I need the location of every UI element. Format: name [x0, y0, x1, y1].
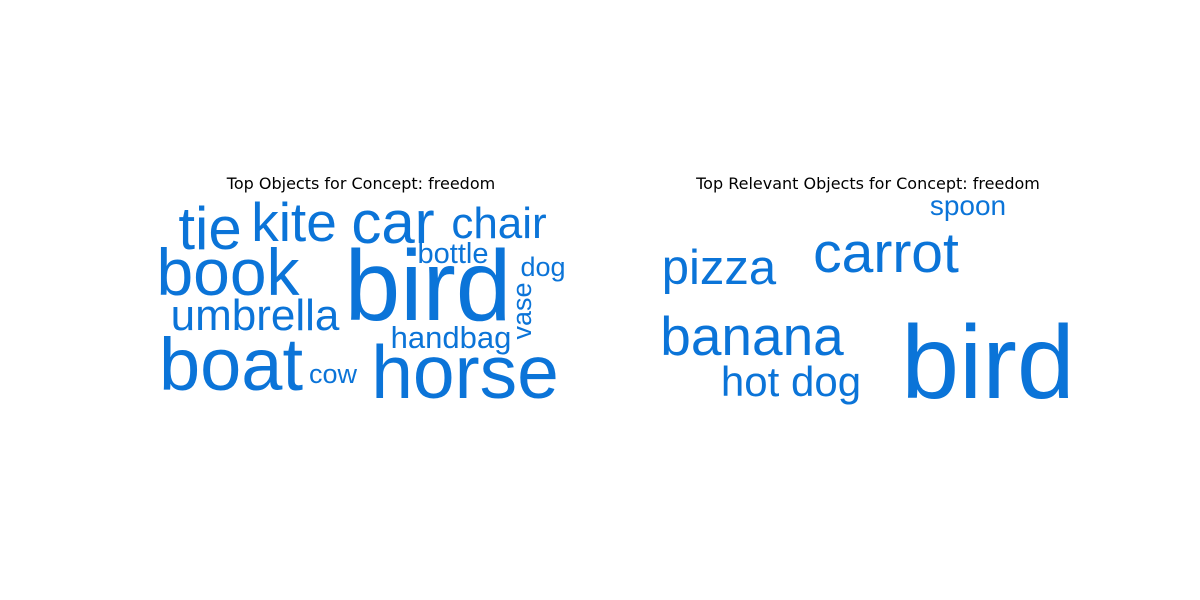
word-spoon: spoon: [930, 190, 1006, 221]
word-dog: dog: [520, 252, 565, 282]
wordcloud-panel-left: Top Objects for Concept: freedom birdhor…: [156, 174, 565, 414]
word-bird: bird: [345, 230, 512, 342]
word-handbag: handbag: [391, 320, 512, 355]
word-carrot: carrot: [813, 221, 959, 285]
panel-title-left: Top Objects for Concept: freedom: [226, 174, 495, 193]
word-kite: kite: [251, 191, 337, 253]
word-boat: boat: [159, 323, 303, 406]
word-banana: banana: [660, 305, 844, 367]
word-car: car: [351, 189, 434, 256]
word-pizza: pizza: [662, 241, 777, 295]
word-hot-dog: hot dog: [721, 358, 861, 405]
word-chair: chair: [451, 199, 546, 248]
word-umbrella: umbrella: [171, 291, 340, 340]
word-book: book: [156, 235, 300, 309]
word-vase: vase: [507, 282, 537, 339]
word-cow: cow: [309, 359, 358, 389]
panel-title-right: Top Relevant Objects for Concept: freedo…: [695, 174, 1040, 193]
wordcloud-panel-right: Top Relevant Objects for Concept: freedo…: [660, 174, 1074, 421]
word-group-right: bird carrot banana pizza hot dog spoon: [660, 190, 1074, 421]
word-tie: tie: [178, 195, 241, 262]
word-horse: horse: [371, 330, 559, 414]
word-bird: bird: [901, 305, 1074, 421]
word-bottle: bottle: [418, 238, 489, 270]
